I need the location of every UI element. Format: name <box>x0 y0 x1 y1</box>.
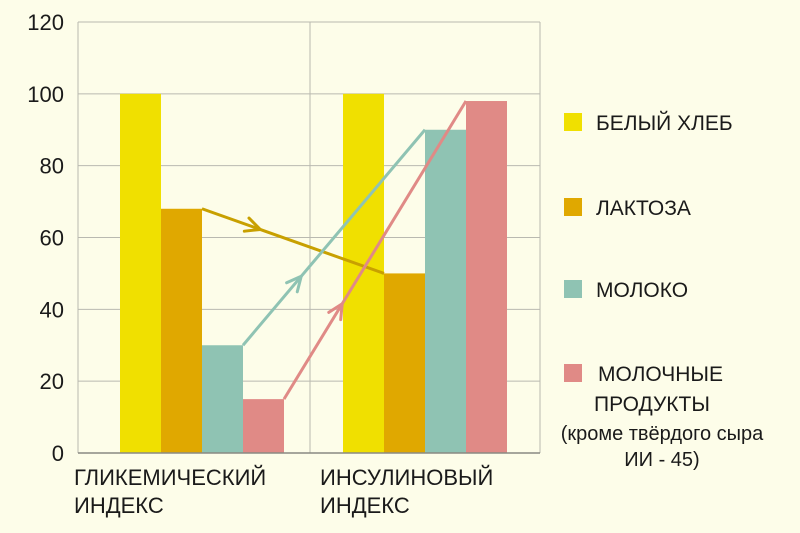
legend-swatch <box>564 280 582 298</box>
trend-arrowhead <box>327 302 344 322</box>
bar <box>120 93 161 453</box>
legend-swatch <box>564 198 582 216</box>
legend-note: (кроме твёрдого сыра <box>561 423 764 445</box>
y-tick-label: 120 <box>27 10 64 35</box>
legend-swatch <box>564 113 582 131</box>
x-category-label: ГЛИКЕМИЧЕСКИЙ <box>74 465 266 490</box>
bars <box>120 93 507 454</box>
legend-swatch <box>564 364 582 382</box>
y-tick-label: 20 <box>40 369 64 394</box>
x-category-label: ИНДЕКС <box>74 493 164 518</box>
trend-arrows <box>201 100 468 400</box>
axes: 0 20 40 60 80 100 120 ГЛИКЕМИЧЕСКИЙ ИНДЕКС ИНСУЛИ… <box>27 10 540 518</box>
bar <box>202 345 243 453</box>
legend-label: МОЛОЧНЫЕ <box>598 363 723 386</box>
legend-label: ЛАКТОЗА <box>596 197 691 220</box>
y-tick-label: 100 <box>27 82 64 107</box>
x-category-label: ИНДЕКС <box>320 493 410 518</box>
y-tick-label: 60 <box>40 226 64 251</box>
bar <box>466 101 507 454</box>
trend-arrowhead <box>242 216 262 233</box>
legend-label: БЕЛЫЙ ХЛЕБ <box>596 111 733 135</box>
legend-label: МОЛОКО <box>596 279 688 302</box>
bar <box>384 273 425 453</box>
trend-arrow-line <box>201 207 385 275</box>
bar <box>425 129 466 453</box>
bar <box>243 399 284 453</box>
y-tick-label: 80 <box>40 154 64 179</box>
bar <box>343 93 384 453</box>
trend-arrowhead <box>285 274 303 294</box>
bar <box>161 208 202 453</box>
x-category-label: ИНСУЛИНОВЫЙ <box>320 465 493 490</box>
trend-arrow-line <box>241 128 427 347</box>
y-tick-label: 0 <box>52 441 64 466</box>
legend-note: ИИ - 45) <box>624 449 699 471</box>
legend: БЕЛЫЙ ХЛЕБ ЛАКТОЗА МОЛОКО МОЛОЧНЫЕ ПРОДУКТЫ (… <box>561 111 764 471</box>
y-tick-label: 40 <box>40 297 64 322</box>
trend-arrow-line <box>282 100 468 400</box>
legend-label: ПРОДУКТЫ <box>594 393 710 416</box>
